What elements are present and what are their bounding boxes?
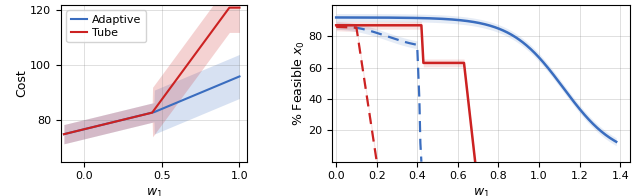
Adaptive bbox=[204, 89, 212, 91]
Line: Tube: Tube bbox=[64, 8, 239, 134]
Tube bbox=[236, 6, 243, 9]
Adaptive bbox=[143, 113, 151, 115]
Tube bbox=[226, 6, 234, 9]
Adaptive bbox=[236, 75, 243, 78]
Adaptive bbox=[155, 109, 163, 111]
Tube bbox=[145, 112, 152, 115]
Y-axis label: % Feasible $x_0$: % Feasible $x_0$ bbox=[291, 40, 307, 126]
Line: Adaptive: Adaptive bbox=[64, 76, 239, 134]
X-axis label: $w_1$: $w_1$ bbox=[473, 187, 490, 196]
Adaptive bbox=[164, 105, 172, 107]
Tube bbox=[204, 36, 212, 38]
Adaptive bbox=[145, 112, 152, 115]
Tube bbox=[232, 6, 239, 9]
Adaptive bbox=[60, 133, 68, 135]
Tube bbox=[155, 102, 163, 105]
X-axis label: $w_1$: $w_1$ bbox=[145, 187, 163, 196]
Tube bbox=[164, 89, 172, 92]
Y-axis label: Cost: Cost bbox=[15, 69, 29, 97]
Legend: Adaptive, Tube: Adaptive, Tube bbox=[67, 10, 146, 42]
Tube bbox=[60, 133, 68, 135]
Adaptive bbox=[232, 77, 239, 79]
Tube bbox=[143, 113, 151, 115]
